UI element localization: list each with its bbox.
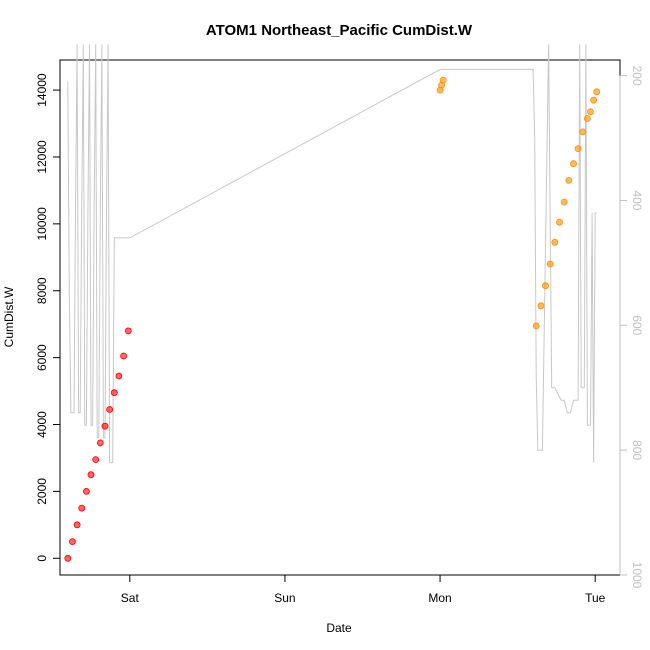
data-point-s2-4 bbox=[551, 238, 559, 246]
x-tick-label-2: Mon bbox=[428, 591, 451, 605]
data-point-s2-11 bbox=[584, 115, 591, 122]
data-point-s2-1 bbox=[537, 302, 545, 310]
x-axis-label: Date bbox=[326, 621, 352, 635]
y-tick-label-2: 4000 bbox=[35, 411, 49, 438]
data-point-s2-12 bbox=[587, 108, 594, 116]
x-tick-label-0: Sat bbox=[121, 591, 140, 605]
data-point-s1-2 bbox=[439, 76, 447, 84]
depth-line bbox=[67, 44, 597, 464]
data-point-s0-8 bbox=[101, 422, 109, 430]
y-tick-label-5: 10000 bbox=[35, 207, 49, 241]
data-point-s2-5 bbox=[556, 218, 563, 226]
data-point-s0-1 bbox=[69, 538, 76, 545]
data-point-s2-0 bbox=[532, 322, 540, 330]
points-layer bbox=[64, 76, 601, 562]
data-point-s0-3 bbox=[78, 504, 86, 512]
y-tick-label-3: 6000 bbox=[35, 344, 49, 371]
data-point-s2-6 bbox=[560, 198, 568, 206]
y2-tick-label-1: 400 bbox=[630, 190, 644, 210]
data-point-s2-13 bbox=[590, 96, 597, 104]
chart-title: ATOM1 Northeast_Pacific CumDist.W bbox=[206, 22, 473, 39]
y-axis: 0 2000 4000 6000 8000 10000 12000 14000 bbox=[35, 73, 61, 562]
y-axis-label: CumDist.W bbox=[2, 286, 16, 347]
y-tick-label-6: 12000 bbox=[35, 140, 49, 174]
data-point-s0-13 bbox=[124, 327, 132, 335]
y2-tick-label-3: 800 bbox=[630, 440, 644, 460]
data-point-s2-14 bbox=[593, 88, 601, 96]
data-point-s0-11 bbox=[115, 372, 123, 380]
data-point-s0-9 bbox=[106, 406, 113, 413]
data-point-s0-6 bbox=[92, 456, 100, 464]
data-point-s0-7 bbox=[96, 439, 104, 447]
y-tick-label-4: 8000 bbox=[35, 277, 49, 304]
data-point-s0-10 bbox=[110, 389, 118, 397]
data-point-s0-0 bbox=[64, 554, 72, 562]
data-point-s0-4 bbox=[83, 487, 90, 495]
data-point-s0-12 bbox=[120, 352, 127, 360]
y2-tick-label-0: 200 bbox=[630, 66, 644, 86]
data-point-s2-9 bbox=[574, 145, 582, 153]
y-tick-label-0: 0 bbox=[35, 555, 49, 562]
y2-tick-label-2: 600 bbox=[630, 315, 644, 335]
depth-line-layer bbox=[67, 44, 597, 464]
y2-axis: 200 400 600 800 1000 bbox=[619, 66, 644, 589]
data-point-s2-8 bbox=[570, 160, 577, 168]
x-tick-label-3: Tue bbox=[585, 591, 606, 605]
data-point-s0-5 bbox=[87, 471, 95, 479]
data-point-s2-3 bbox=[546, 260, 554, 268]
y-tick-label-1: 2000 bbox=[35, 478, 49, 505]
x-tick-label-1: Sun bbox=[274, 591, 295, 605]
data-point-s2-2 bbox=[542, 282, 549, 290]
y2-tick-label-4: 1000 bbox=[630, 562, 644, 589]
x-axis: Sat Sun Mon Tue bbox=[121, 574, 606, 605]
data-point-s0-2 bbox=[73, 521, 81, 529]
y-tick-label-7: 14000 bbox=[35, 73, 49, 107]
data-point-s2-10 bbox=[579, 128, 587, 136]
data-point-s2-7 bbox=[565, 176, 573, 184]
